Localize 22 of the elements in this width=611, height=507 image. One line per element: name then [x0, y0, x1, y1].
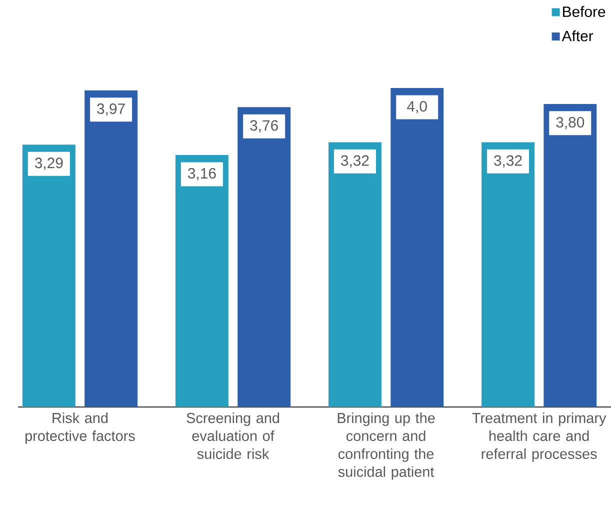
- bar: [22, 144, 76, 407]
- bar: [84, 90, 138, 407]
- data-label: 3,76: [250, 120, 278, 133]
- data-label: 3,29: [34, 158, 63, 170]
- x-tick-label: Treatment in primary health care and referral processes: [472, 412, 606, 462]
- bar: [544, 104, 597, 407]
- bar: [390, 88, 444, 407]
- x-tick-label: Bringing up the concern and confronting the suicidal patient: [338, 412, 435, 480]
- legend-label: After: [562, 30, 594, 42]
- bar: [482, 142, 534, 407]
- x-tick-label: Risk and protective factors: [26, 412, 135, 444]
- bar: [175, 154, 228, 407]
- data-label: 3,32: [341, 155, 369, 168]
- data-label: 3,80: [556, 116, 584, 130]
- bar: [328, 142, 382, 407]
- legend-label: Before: [563, 6, 606, 18]
- data-label: 4,0: [407, 101, 427, 114]
- data-label: 3,16: [188, 168, 216, 180]
- x-tick-label: Screening and evaluation of suicide risk: [186, 412, 280, 459]
- data-label: 3,97: [97, 103, 125, 116]
- data-label: 3,32: [494, 155, 522, 168]
- bar: [238, 107, 291, 407]
